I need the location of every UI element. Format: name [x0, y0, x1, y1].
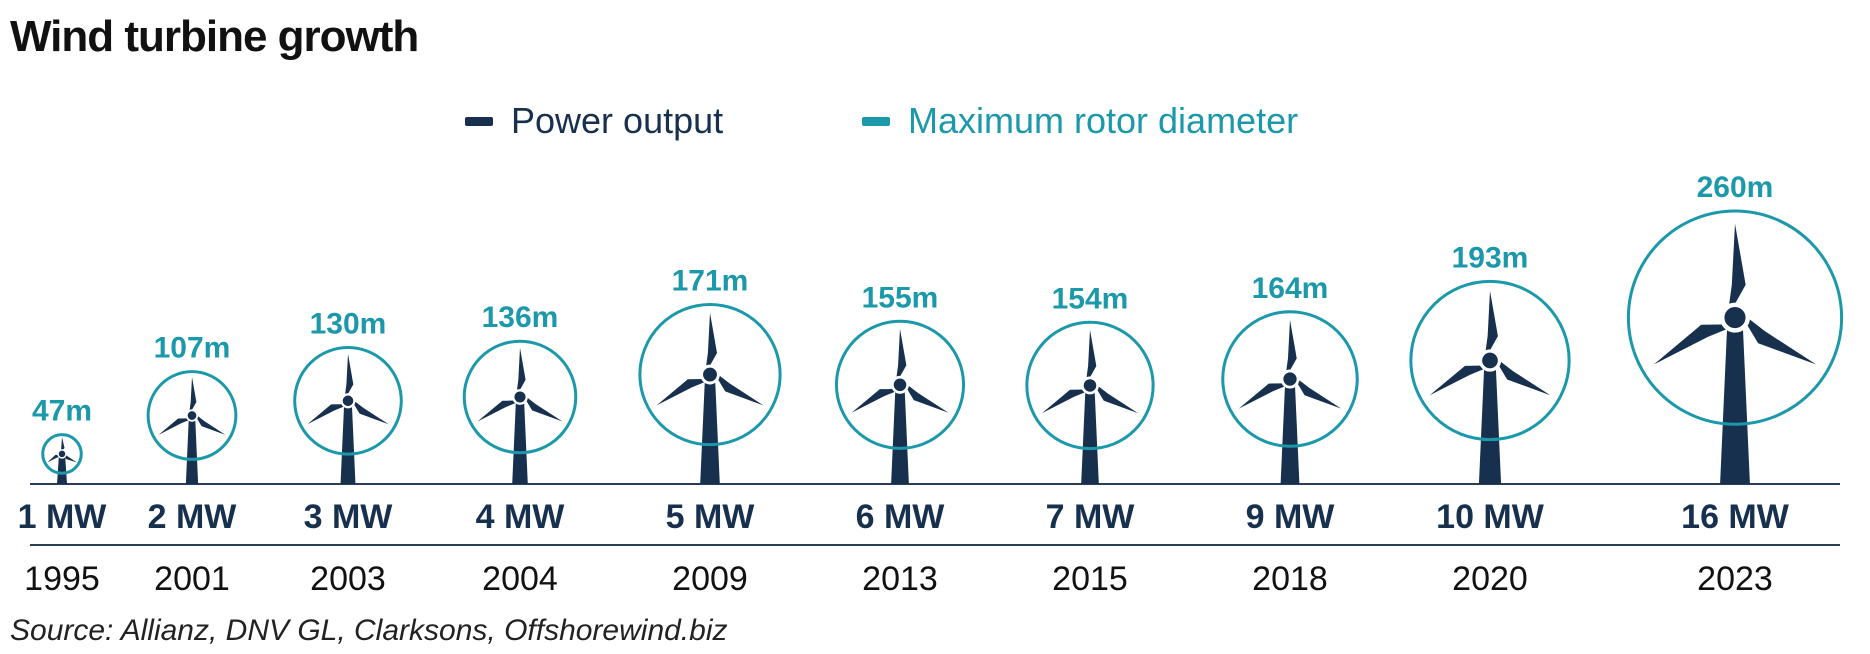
turbine-hub-2018 [1280, 369, 1300, 389]
diameter-label-2020: 193m [1452, 241, 1529, 274]
legend-label-rotor: Maximum rotor diameter [908, 100, 1299, 141]
year-label-2003: 2003 [310, 560, 386, 598]
legend: Power output Maximum rotor diameter [0, 100, 1870, 150]
diameter-label-2015: 154m [1052, 282, 1129, 315]
power-label-2001: 2 MW [148, 498, 238, 536]
power-label-2023: 16 MW [1681, 498, 1790, 536]
power-label-2018: 9 MW [1246, 498, 1336, 536]
chart-title: Wind turbine growth [10, 12, 419, 61]
rotor-circle-2003 [293, 346, 403, 456]
turbine-blade-2003-1 [344, 353, 354, 401]
diameter-label-1995: 47m [32, 395, 92, 428]
power-label-2020: 10 MW [1436, 498, 1545, 536]
turbine-blade-2015-1 [1085, 329, 1097, 386]
turbine-blade-2013-3 [851, 388, 903, 413]
power-label-2004: 4 MW [476, 498, 566, 536]
diameter-label-2003: 130m [310, 308, 387, 341]
rotor-circle-1995 [41, 433, 83, 475]
turbine-blade-2001-1 [188, 376, 197, 416]
turbine-blade-2018-2 [1292, 374, 1342, 409]
source-note: Source: Allianz, DNV GL, Clarksons, Offs… [10, 614, 728, 647]
turbine-blade-2023-3 [1653, 324, 1739, 365]
turbine-blade-2020-3 [1429, 365, 1493, 396]
turbine-blade-2018-1 [1285, 319, 1297, 380]
year-label-2020: 2020 [1452, 560, 1528, 598]
turbine-tower-2015 [1081, 385, 1099, 484]
turbine-blade-2020-1 [1484, 290, 1498, 361]
turbine-tower-2023 [1720, 317, 1750, 484]
turbine-tower-2020 [1478, 360, 1502, 484]
power-label-2009: 5 MW [666, 498, 756, 536]
turbine-tower-2013 [891, 384, 909, 484]
turbine-blade-1995-2 [63, 451, 77, 463]
legend-item-rotor: Maximum rotor diameter [862, 100, 1298, 142]
legend-item-power: Power output [465, 100, 723, 142]
year-label-2018: 2018 [1252, 560, 1328, 598]
rotor-circle-2009 [638, 302, 782, 447]
turbine-blade-2004-3 [477, 400, 523, 422]
rotor-circle-2018 [1221, 310, 1359, 448]
power-label-2003: 3 MW [304, 498, 394, 536]
turbine-blade-2013-2 [902, 380, 949, 413]
year-label-2001: 2001 [154, 560, 230, 598]
year-label-2009: 2009 [672, 560, 748, 598]
legend-label-power: Power output [511, 100, 724, 141]
turbine-hub-2001 [185, 409, 199, 422]
turbine-blade-2001-2 [193, 412, 226, 435]
turbine-blade-2009-2 [712, 370, 764, 406]
rotor-circle-2023 [1626, 209, 1844, 426]
turbine-hub-2009 [700, 364, 720, 385]
turbine-hub-2023 [1719, 302, 1751, 333]
turbine-blade-2020-2 [1492, 355, 1551, 396]
diameter-label-2004: 136m [482, 301, 559, 334]
turbine-blade-2015-3 [1041, 389, 1093, 414]
turbine-tower-2003 [340, 400, 356, 484]
power-label-1995: 1 MW [18, 498, 108, 536]
turbine-hub-2015 [1081, 376, 1099, 395]
turbine-blade-2015-2 [1092, 381, 1139, 414]
turbine-blade-2003-2 [349, 397, 389, 425]
rotor-circle-2004 [462, 339, 578, 455]
turbine-hub-2020 [1478, 349, 1502, 372]
turbine-blade-2013-1 [895, 328, 907, 385]
turbine-blade-2001-3 [158, 418, 194, 435]
power-label-2015: 7 MW [1046, 498, 1136, 536]
turbine-blade-2009-1 [704, 312, 718, 375]
diameter-label-2009: 171m [672, 264, 749, 297]
turbine-blade-2009-3 [656, 378, 713, 406]
turbine-blade-2004-2 [522, 393, 563, 422]
power-label-2013: 6 MW [856, 498, 946, 536]
rotor-circle-2001 [146, 370, 238, 461]
rotor-circle-2015 [1025, 320, 1155, 451]
diameter-label-2018: 164m [1252, 272, 1329, 305]
year-label-1995: 1995 [24, 560, 100, 598]
turbine-tower-2001 [185, 415, 199, 484]
turbine-hub-2013 [891, 375, 909, 394]
turbine-tower-1995 [57, 453, 67, 484]
legend-swatch-rotor [862, 116, 890, 126]
turbine-hub-1995 [57, 449, 67, 459]
turbine-tower-2018 [1280, 379, 1300, 484]
turbine-blade-2003-3 [307, 404, 350, 425]
year-label-2015: 2015 [1052, 560, 1128, 598]
legend-swatch-power [465, 116, 493, 126]
year-label-2004: 2004 [482, 560, 558, 598]
turbine-blade-2018-3 [1238, 383, 1293, 409]
diameter-label-2013: 155m [862, 281, 939, 314]
turbine-tower-2009 [700, 374, 720, 484]
rotor-circle-2020 [1409, 279, 1571, 442]
turbine-blade-2023-2 [1738, 310, 1817, 365]
turbine-hub-2003 [340, 393, 356, 409]
diameter-label-2023: 260m [1697, 171, 1774, 204]
year-label-2023: 2023 [1697, 560, 1773, 598]
diameter-label-2001: 107m [154, 332, 231, 365]
turbine-blade-2023-1 [1727, 223, 1746, 318]
turbine-hub-2004 [512, 389, 528, 405]
turbine-blade-2004-1 [515, 347, 526, 397]
year-label-2013: 2013 [862, 560, 938, 598]
rotor-circle-2013 [834, 319, 966, 450]
turbine-tower-2004 [512, 396, 528, 484]
